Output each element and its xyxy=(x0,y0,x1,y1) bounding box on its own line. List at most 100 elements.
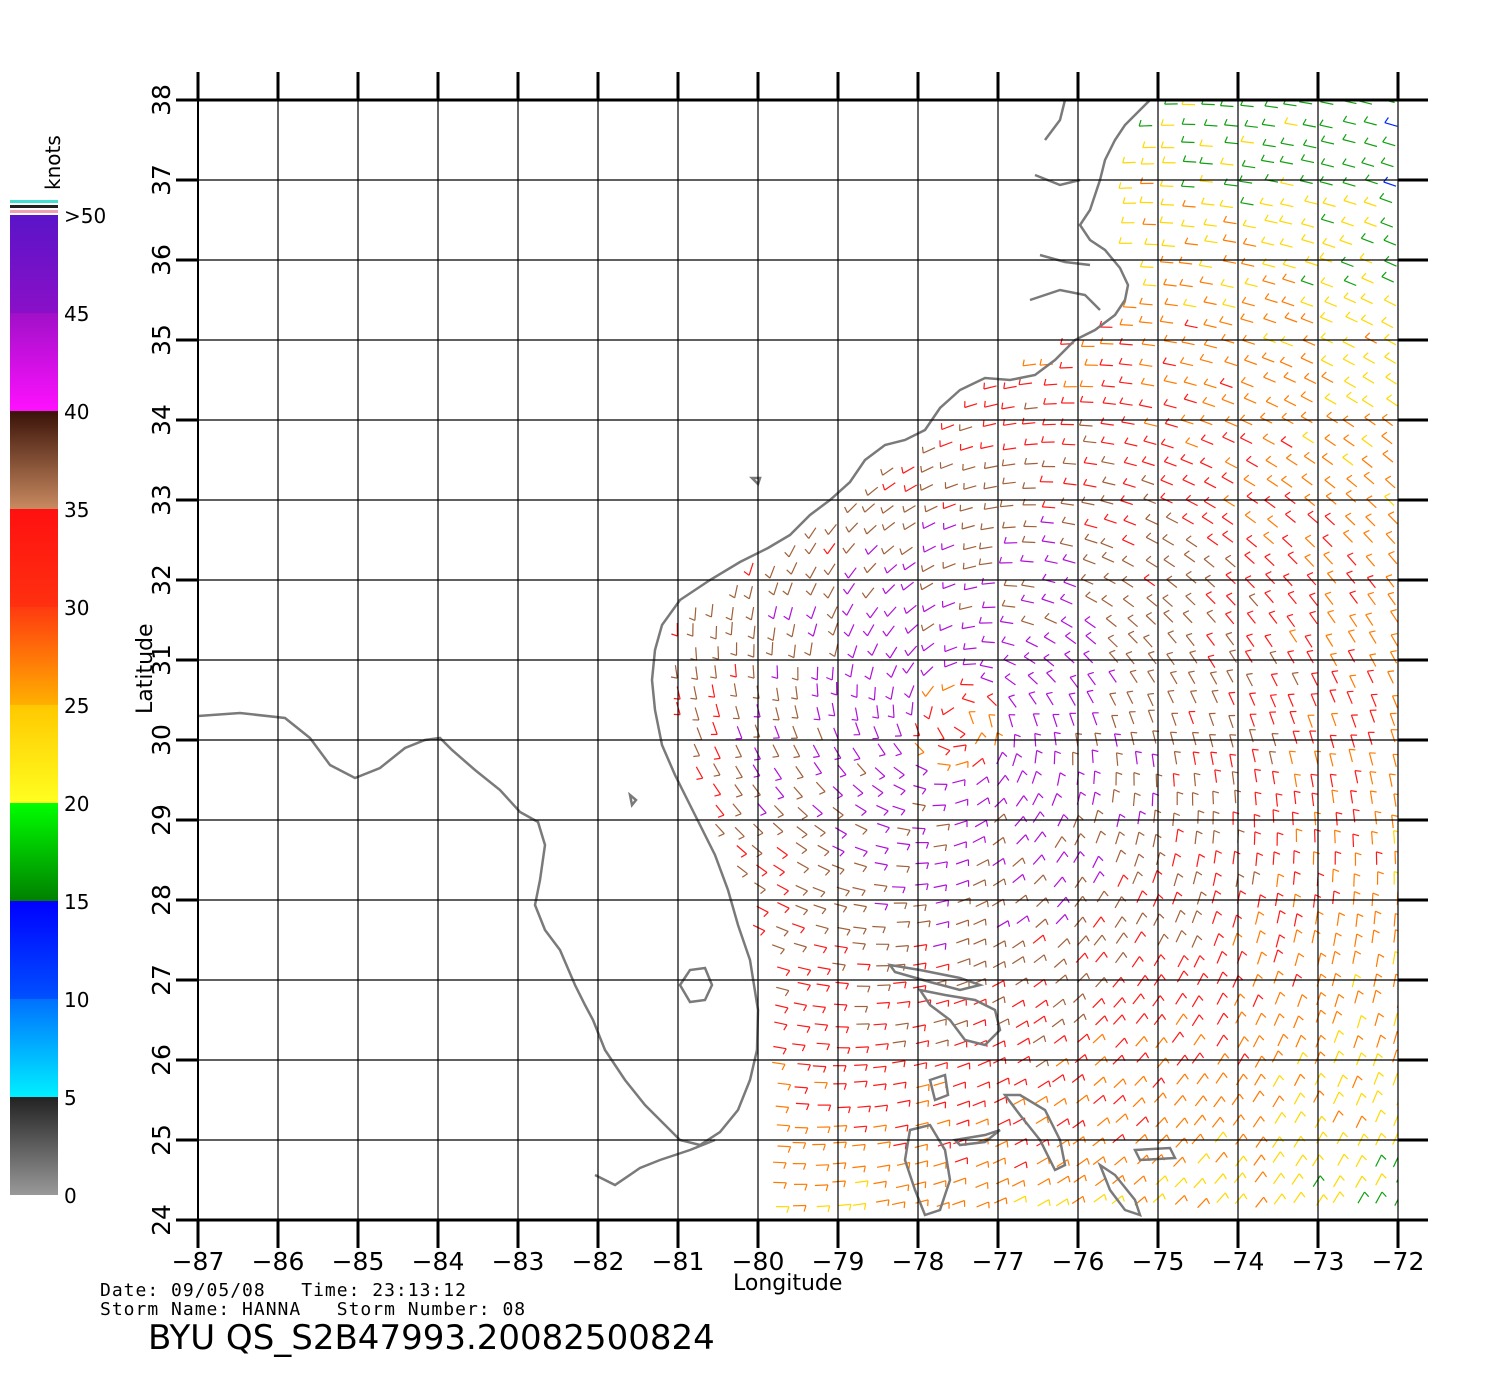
wind-vector xyxy=(696,727,703,740)
wind-vector xyxy=(1343,296,1357,304)
wind-barb xyxy=(1381,316,1387,323)
wind-vector xyxy=(734,784,743,796)
wind-barb xyxy=(1121,916,1127,922)
wind-vector xyxy=(1173,1095,1184,1106)
wind-vector xyxy=(1255,852,1258,866)
lat-tick-label: 35 xyxy=(147,324,176,356)
wind-barb xyxy=(1284,312,1290,318)
wind-vector xyxy=(1003,385,1017,390)
wind-vector xyxy=(1370,694,1377,707)
wind-vector xyxy=(892,886,906,888)
wind-vector xyxy=(1015,795,1025,807)
wind-barb xyxy=(1388,550,1395,555)
wind-barb xyxy=(903,1201,906,1209)
wind-barb xyxy=(904,649,909,656)
wind-barb xyxy=(1059,593,1066,600)
wind-barb xyxy=(1386,394,1392,400)
wind-vector xyxy=(1052,998,1064,1008)
wind-vector xyxy=(1034,831,1043,843)
colorbar-tick-label: 25 xyxy=(64,694,89,718)
wind-vector xyxy=(1383,239,1397,246)
wind-vector xyxy=(1211,690,1218,704)
wind-vector xyxy=(1244,125,1258,128)
wind-barb xyxy=(1069,674,1077,678)
wind-barb xyxy=(919,484,922,491)
wind-barb xyxy=(1279,1074,1285,1081)
wind-barb xyxy=(1281,412,1287,418)
wind-vector xyxy=(1151,754,1155,768)
wind-barb xyxy=(1023,1180,1026,1187)
wind-barb xyxy=(944,784,948,791)
wind-barb xyxy=(1082,1196,1086,1203)
wind-vector xyxy=(874,862,888,866)
wind-barb xyxy=(1343,195,1349,201)
wind-barb xyxy=(1183,1137,1189,1144)
wind-vector xyxy=(1241,381,1254,388)
wind-vector xyxy=(1021,599,1035,604)
wind-vector xyxy=(974,819,987,828)
wind-barb xyxy=(1160,438,1166,445)
wind-barb xyxy=(1320,277,1326,283)
wind-barb xyxy=(1179,278,1184,286)
wind-barb xyxy=(1330,652,1337,656)
wind-vector xyxy=(813,904,827,910)
wind-vector xyxy=(1208,713,1215,727)
wind-vector xyxy=(1288,631,1298,643)
wind-barb xyxy=(783,1162,787,1169)
wind-vector xyxy=(1145,615,1157,625)
wind-vector xyxy=(1216,1034,1225,1047)
wind-vector xyxy=(1217,1053,1226,1065)
wind-barb xyxy=(805,1127,809,1135)
wind-barb xyxy=(786,569,792,575)
wind-barb xyxy=(1325,633,1333,637)
wind-barb xyxy=(1222,1173,1227,1180)
wind-vector xyxy=(1183,381,1197,386)
wind-barb xyxy=(1079,380,1083,387)
wind-barb xyxy=(947,921,950,928)
wind-barb xyxy=(1060,616,1067,622)
wind-barb xyxy=(784,907,790,914)
wind-vector xyxy=(884,482,896,491)
wind-barb xyxy=(1226,592,1233,597)
wind-barb xyxy=(673,697,681,700)
wind-barb xyxy=(906,844,911,851)
wind-barb xyxy=(1034,732,1042,736)
wind-vector xyxy=(1248,595,1259,607)
wind-barb xyxy=(1162,1092,1167,1099)
wind-vector xyxy=(907,645,918,657)
wind-barb xyxy=(921,446,924,454)
wind-vector xyxy=(855,1180,869,1184)
wind-vector xyxy=(1134,751,1138,765)
wind-vector xyxy=(1391,695,1398,709)
wind-barb xyxy=(803,868,810,874)
wind-vector xyxy=(1160,203,1175,206)
wind-barb xyxy=(1281,296,1287,302)
wind-vector xyxy=(1101,556,1115,563)
wind-vector xyxy=(1112,1014,1123,1025)
wind-vector xyxy=(925,505,938,513)
wind-vector xyxy=(1184,242,1198,246)
wind-barb xyxy=(793,755,800,759)
wind-barb xyxy=(1339,1191,1345,1197)
wind-vector xyxy=(972,757,983,767)
wind-vector xyxy=(942,707,955,716)
wind-barb xyxy=(1302,118,1307,125)
wind-barb xyxy=(761,872,768,877)
wind-barb xyxy=(862,866,868,873)
wind-vector xyxy=(797,806,808,817)
wind-barb xyxy=(1239,993,1246,999)
wind-vector xyxy=(771,642,774,656)
wind-barb xyxy=(843,1180,846,1188)
wind-barb xyxy=(1004,673,1011,678)
wind-barb xyxy=(1239,432,1246,439)
wind-barb xyxy=(1040,515,1044,523)
wind-vector xyxy=(992,878,1005,887)
wind-vector xyxy=(1139,404,1153,409)
wind-barb xyxy=(1385,372,1391,378)
wind-vector xyxy=(1271,771,1276,785)
wind-vector xyxy=(1314,812,1317,826)
wind-barb xyxy=(823,851,830,857)
lake-okeechobee xyxy=(678,966,714,1004)
wind-barb xyxy=(1279,198,1285,205)
wind-barb xyxy=(824,528,829,535)
